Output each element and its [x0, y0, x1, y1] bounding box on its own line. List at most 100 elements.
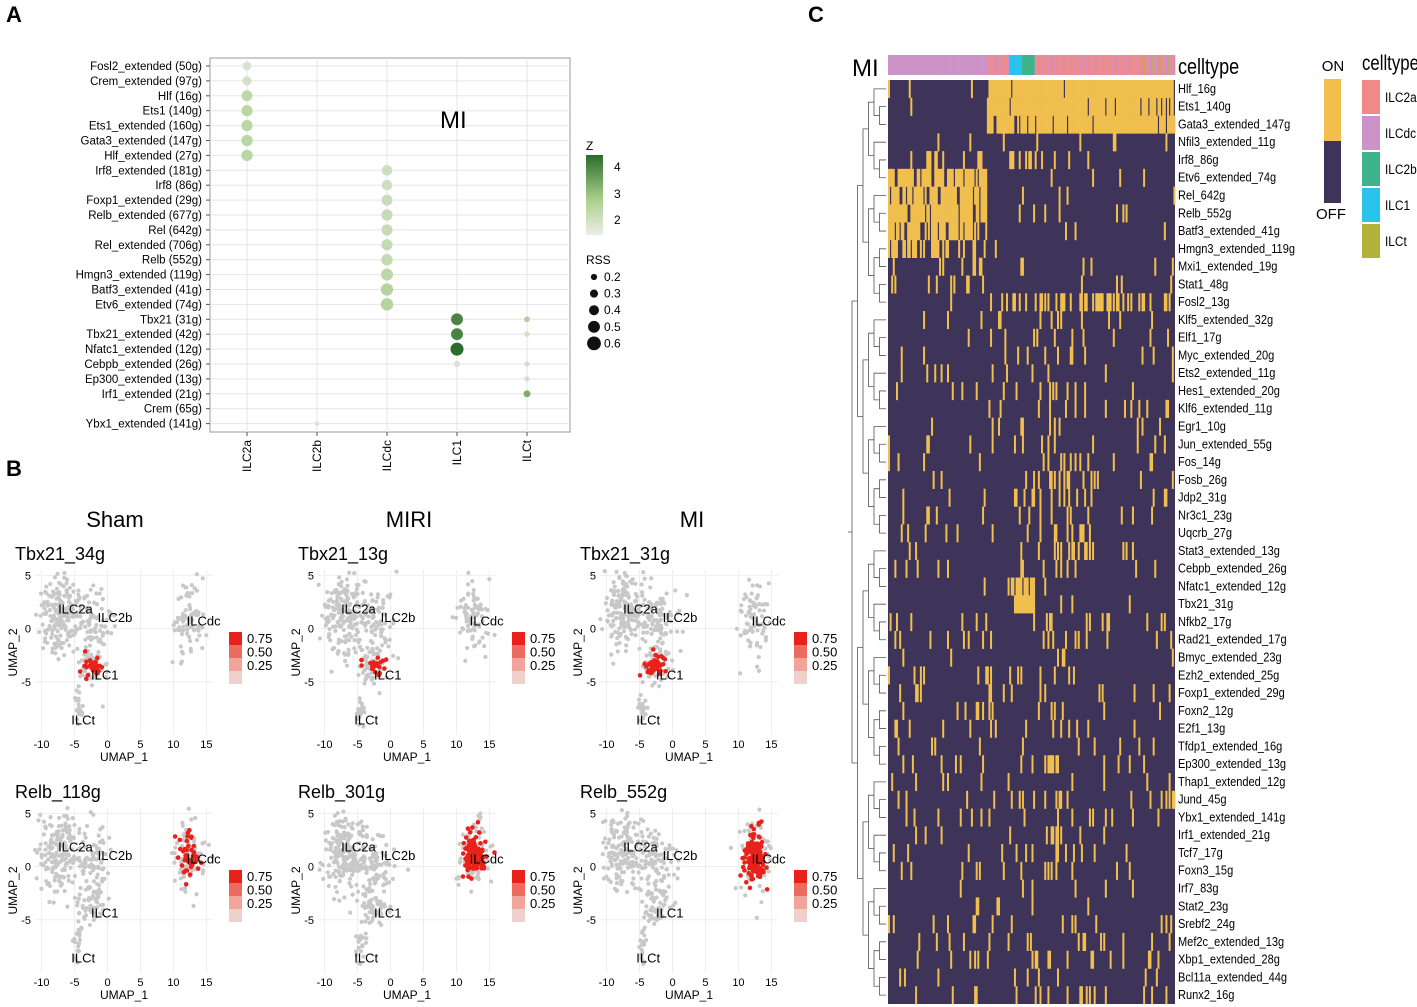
umap-point-active — [750, 844, 756, 850]
heatmap-on-cell — [1066, 524, 1069, 543]
heatmap-on-cell — [1066, 950, 1069, 969]
annotation-cell — [1122, 55, 1125, 75]
umap-point — [325, 870, 330, 875]
heatmap-on-cell — [1079, 453, 1082, 472]
heatmap-on-cell — [1061, 293, 1064, 312]
heatmap-on-cell — [1055, 115, 1058, 134]
heatmap-on-cell — [1039, 684, 1042, 703]
umap-point — [181, 619, 186, 624]
heatmap-on-cell — [1050, 861, 1053, 880]
umap-point — [616, 843, 621, 848]
umap-y-tick: 5 — [590, 808, 596, 820]
heatmap-on-cell — [1104, 879, 1107, 898]
heatmap-on-cell — [1047, 986, 1050, 1005]
heatmap-row-label: Rad21_extended_17g — [1178, 632, 1287, 647]
heatmap-on-cell — [1074, 382, 1077, 401]
annotation-cell — [939, 55, 941, 75]
heatmap-on-cell — [911, 239, 914, 258]
umap-point — [65, 827, 70, 832]
heatmap-on-cell — [1037, 80, 1040, 99]
heatmap-on-cell — [1071, 808, 1074, 827]
umap-point — [329, 855, 334, 860]
umap-point — [652, 848, 658, 854]
heatmap-on-cell — [1092, 80, 1095, 99]
celltype-legend-swatch — [1362, 224, 1380, 258]
umap-point — [337, 603, 342, 609]
annotation-cell — [1139, 55, 1142, 75]
umap-x-tick: 15 — [765, 739, 777, 751]
umap-point — [83, 645, 88, 650]
heatmap-on-cell — [888, 204, 890, 223]
celltype-legend-title: celltype — [1362, 52, 1417, 75]
umap-legend-tick: 0.75 — [812, 869, 837, 884]
heatmap-on-cell — [1149, 97, 1152, 116]
heatmap-on-cell — [1029, 932, 1032, 951]
heatmap-on-cell — [1167, 328, 1170, 347]
heatmap-on-cell — [1047, 364, 1050, 383]
umap-point — [321, 876, 326, 881]
umap-point — [467, 628, 472, 633]
heatmap-on-cell — [1159, 115, 1162, 134]
umap-point-active — [738, 873, 743, 878]
umap-point — [629, 632, 634, 637]
umap-point — [655, 913, 661, 918]
umap-point — [609, 634, 614, 639]
heatmap-row-label: Fosb_26g — [1178, 472, 1227, 487]
umap-point — [64, 813, 69, 819]
heatmap-on-cell — [991, 417, 994, 436]
heatmap-on-cell — [1131, 115, 1134, 134]
umap-point — [326, 883, 331, 889]
annotation-cell — [1044, 55, 1047, 75]
annotation-cell — [1066, 55, 1069, 75]
heatmap-on-cell — [1085, 80, 1088, 99]
umap-point — [611, 580, 616, 585]
umap-point-active — [372, 669, 378, 675]
heatmap-on-cell — [1039, 666, 1042, 685]
heatmap-on-cell — [1033, 595, 1036, 614]
annotation-cell — [953, 55, 956, 75]
umap-point — [72, 822, 77, 828]
umap-point — [602, 836, 608, 841]
heatmap-on-cell — [1007, 932, 1010, 951]
umap-cluster-label: ILCt — [71, 950, 95, 965]
umap-point — [172, 620, 178, 625]
heatmap-on-cell — [1125, 115, 1128, 134]
heatmap-row-label: Jund_45g — [1178, 792, 1226, 807]
umap-point-active — [383, 657, 389, 662]
umap-point — [639, 947, 644, 952]
umap-point-active — [185, 843, 191, 849]
umap-point-active — [660, 655, 666, 661]
heatmap-on-cell — [940, 470, 943, 489]
heatmap-on-cell — [1095, 97, 1098, 116]
heatmap-on-cell — [977, 897, 980, 916]
umap-point-active — [461, 840, 467, 846]
umap-point — [369, 592, 374, 597]
dendrogram-branch — [868, 439, 874, 507]
heatmap-on-cell — [926, 435, 929, 454]
heatmap-on-cell — [982, 506, 985, 525]
heatmap-on-cell — [902, 168, 905, 187]
umap-point — [100, 633, 105, 638]
umap-point — [760, 889, 765, 894]
heatmap-on-cell — [926, 506, 929, 525]
heatmap-on-cell — [972, 168, 975, 187]
heatmap-row-label: Foxp1_extended_29g — [1178, 685, 1285, 700]
umap-point — [606, 613, 612, 618]
heatmap-on-cell — [1139, 115, 1142, 134]
heatmap-on-cell — [980, 168, 983, 187]
heatmap-on-cell — [1044, 861, 1047, 880]
heatmap-on-cell — [980, 311, 983, 330]
umap-point — [331, 608, 337, 613]
umap-point — [361, 954, 366, 959]
umap-point — [609, 826, 614, 832]
heatmap-on-cell — [1131, 80, 1134, 99]
umap-point — [351, 844, 356, 849]
heatmap-on-cell — [990, 115, 993, 134]
umap-point — [488, 844, 493, 849]
umap-point — [181, 833, 186, 838]
heatmap-on-cell — [1101, 684, 1104, 703]
heatmap-on-cell — [1061, 648, 1064, 667]
umap-point — [640, 593, 645, 598]
heatmap-on-cell — [1001, 844, 1004, 863]
heatmap-on-cell — [1149, 80, 1152, 99]
